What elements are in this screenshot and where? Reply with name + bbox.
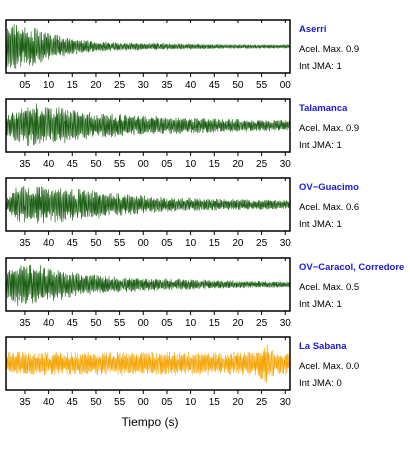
x-tick-label-1-4: 55 <box>114 159 126 170</box>
x-tick-label-1-0: 35 <box>19 159 31 170</box>
x-tick-label-4-2: 45 <box>67 397 79 408</box>
x-tick-label-2-4: 55 <box>114 238 126 249</box>
x-tick-label-1-5: 00 <box>138 159 150 170</box>
waveform-2 <box>6 185 290 224</box>
x-tick-label-0-2: 15 <box>67 80 79 91</box>
x-tick-label-3-10: 25 <box>256 318 268 329</box>
x-tick-label-2-6: 05 <box>161 238 173 249</box>
accel-max-3: Acel. Max. 0.5 <box>299 282 360 293</box>
x-tick-label-1-3: 50 <box>90 159 102 170</box>
jma-intensity-3: Int JMA: 1 <box>299 299 342 310</box>
jma-intensity-4: Int JMA: 0 <box>299 378 342 389</box>
x-tick-label-4-10: 25 <box>256 397 268 408</box>
x-tick-label-4-6: 05 <box>161 397 173 408</box>
x-tick-label-0-9: 50 <box>232 80 244 91</box>
x-tick-label-3-7: 10 <box>185 318 197 329</box>
jma-intensity-0: Int JMA: 1 <box>299 61 342 72</box>
station-name-3: OV−Caracol, Corredore <box>299 262 405 273</box>
station-name-4: La Sabana <box>299 341 347 352</box>
station-name-0: Aserri <box>299 24 327 35</box>
x-tick-label-2-8: 15 <box>209 238 221 249</box>
x-tick-label-1-10: 25 <box>256 159 268 170</box>
x-tick-label-0-11: 00 <box>280 80 292 91</box>
x-tick-label-0-3: 20 <box>90 80 102 91</box>
panel-frame-4 <box>5 336 291 391</box>
accel-max-0: Acel. Max. 0.9 <box>299 44 360 55</box>
x-tick-label-4-8: 15 <box>209 397 221 408</box>
station-name-1: Talamanca <box>299 103 348 114</box>
panel-2: 35 40 45 50 55 00 05 10 15 20 25 30 <box>5 177 292 249</box>
x-tick-label-1-8: 15 <box>209 159 221 170</box>
x-tick-label-3-9: 20 <box>232 318 244 329</box>
x-tick-label-1-9: 20 <box>232 159 244 170</box>
x-tick-label-4-1: 40 <box>43 397 55 408</box>
panel-1: 35 40 45 50 55 00 05 10 15 20 25 30 <box>5 98 292 170</box>
waveform-1 <box>6 103 290 146</box>
waveform-0 <box>6 24 290 69</box>
x-tick-label-3-6: 05 <box>161 318 173 329</box>
accel-max-1: Acel. Max. 0.9 <box>299 123 360 134</box>
accel-max-2: Acel. Max. 0.6 <box>299 202 360 213</box>
x-tick-label-1-7: 10 <box>185 159 197 170</box>
panel-frame-2 <box>5 177 291 232</box>
panel-0: 05 10 15 20 25 30 35 40 45 50 55 00 <box>5 19 292 91</box>
x-tick-label-4-7: 10 <box>185 397 197 408</box>
x-tick-label-2-3: 50 <box>90 238 102 249</box>
x-tick-label-3-0: 35 <box>19 318 31 329</box>
x-tick-label-3-8: 15 <box>209 318 221 329</box>
x-tick-label-4-3: 50 <box>90 397 102 408</box>
x-tick-label-4-11: 30 <box>280 397 292 408</box>
x-tick-label-0-8: 45 <box>209 80 221 91</box>
x-tick-label-1-6: 05 <box>161 159 173 170</box>
x-tick-label-0-5: 30 <box>138 80 150 91</box>
x-tick-label-4-9: 20 <box>232 397 244 408</box>
x-tick-label-0-7: 40 <box>185 80 197 91</box>
x-tick-label-3-11: 30 <box>280 318 292 329</box>
waveform-4 <box>6 344 290 383</box>
x-tick-label-1-1: 40 <box>43 159 55 170</box>
x-axis-label: Tiempo (s) <box>121 415 179 429</box>
x-tick-label-2-9: 20 <box>232 238 244 249</box>
x-tick-label-3-5: 00 <box>138 318 150 329</box>
x-tick-label-2-10: 25 <box>256 238 268 249</box>
x-tick-label-2-11: 30 <box>280 238 292 249</box>
x-tick-label-2-0: 35 <box>19 238 31 249</box>
x-tick-label-0-0: 05 <box>19 80 31 91</box>
accel-max-4: Acel. Max. 0.0 <box>299 361 360 372</box>
x-tick-label-0-1: 10 <box>43 80 55 91</box>
waveform-3 <box>6 264 290 306</box>
jma-intensity-1: Int JMA: 1 <box>299 140 342 151</box>
x-tick-label-0-10: 55 <box>256 80 268 91</box>
x-tick-label-4-0: 35 <box>19 397 31 408</box>
x-tick-label-2-1: 40 <box>43 238 55 249</box>
station-name-2: OV−Guacimo <box>299 182 359 193</box>
panel-3: 35 40 45 50 55 00 05 10 15 20 25 30 <box>5 257 292 329</box>
panel-4: 35 40 45 50 55 00 05 10 15 20 25 30 <box>5 336 292 408</box>
x-tick-label-2-7: 10 <box>185 238 197 249</box>
panel-frame-3 <box>5 257 291 312</box>
x-tick-label-3-4: 55 <box>114 318 126 329</box>
x-tick-label-0-4: 25 <box>114 80 126 91</box>
panel-frame-0 <box>5 19 291 74</box>
x-tick-label-1-2: 45 <box>67 159 79 170</box>
x-tick-label-2-5: 00 <box>138 238 150 249</box>
x-tick-label-3-2: 45 <box>67 318 79 329</box>
x-tick-label-4-5: 00 <box>138 397 150 408</box>
x-tick-label-4-4: 55 <box>114 397 126 408</box>
x-tick-label-0-6: 35 <box>161 80 173 91</box>
x-tick-label-3-1: 40 <box>43 318 55 329</box>
panel-frame-1 <box>5 98 291 153</box>
x-tick-label-3-3: 50 <box>90 318 102 329</box>
x-tick-label-2-2: 45 <box>67 238 79 249</box>
jma-intensity-2: Int JMA: 1 <box>299 219 342 230</box>
x-tick-label-1-11: 30 <box>280 159 292 170</box>
